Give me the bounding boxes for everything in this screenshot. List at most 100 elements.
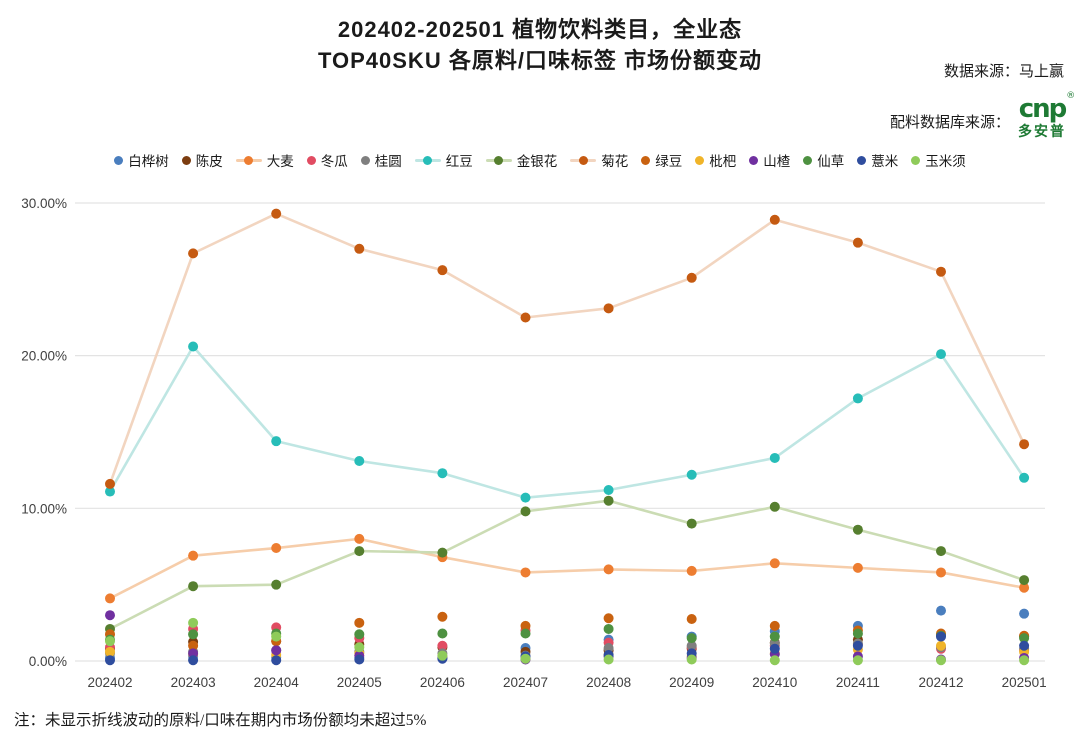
legend-item-玉米须: 玉米须 xyxy=(911,150,966,170)
y-tick-label: 30.00% xyxy=(21,196,67,211)
point-仙草-202408 xyxy=(603,623,614,634)
data-source-text: 数据来源：马上赢 xyxy=(943,64,1064,80)
legend-label: 仙草 xyxy=(817,154,845,169)
point-菊花-202501 xyxy=(1019,439,1030,450)
x-tick-label-202412: 202412 xyxy=(918,675,963,690)
legend-label: 桂圆 xyxy=(374,154,402,169)
point-枇杷-202402 xyxy=(105,646,115,657)
point-仙草-202403 xyxy=(188,629,199,640)
point-红豆-202409 xyxy=(686,469,697,480)
x-tick-label-202408: 202408 xyxy=(586,675,631,690)
point-大麦-202408 xyxy=(603,564,614,575)
point-绿豆-202410 xyxy=(769,620,780,631)
point-大麦-202411 xyxy=(852,562,863,573)
legend-dot-marker xyxy=(857,155,867,165)
point-金银花-202407 xyxy=(520,506,531,517)
point-菊花-202405 xyxy=(354,243,365,254)
series-line-红豆 xyxy=(108,345,1026,499)
legend-dot-marker xyxy=(114,155,124,165)
point-菊花-202403 xyxy=(188,248,199,259)
point-菊花-202406 xyxy=(437,265,448,276)
legend-label: 金银花 xyxy=(516,154,558,169)
legend-item-大麦: 大麦 xyxy=(235,150,294,170)
legend-dot-marker xyxy=(306,155,316,165)
point-仙草-202411 xyxy=(852,628,863,639)
point-大麦-202407 xyxy=(520,567,531,578)
point-红豆-202404 xyxy=(271,436,282,447)
point-大麦-202410 xyxy=(769,558,780,569)
x-tick-label-202410: 202410 xyxy=(752,675,797,690)
point-玉米须-202412 xyxy=(936,655,946,666)
legend-item-陈皮: 陈皮 xyxy=(181,150,223,170)
point-薏米-202411 xyxy=(852,640,863,651)
point-金银花-202406 xyxy=(437,547,448,558)
point-仙草-202405 xyxy=(354,629,365,640)
legend-line-marker xyxy=(485,155,512,165)
point-桂圆-202409 xyxy=(686,640,697,651)
point-绿豆-202406 xyxy=(437,611,448,622)
legend-dot-marker xyxy=(360,155,370,165)
point-金银花-202501 xyxy=(1019,575,1030,586)
point-玉米须-202410 xyxy=(769,655,780,666)
legend-dot-marker xyxy=(695,155,705,165)
point-菊花-202410 xyxy=(769,214,780,225)
x-tick-label-202406: 202406 xyxy=(420,675,465,690)
legend-item-菊花: 菊花 xyxy=(570,150,628,170)
legend-item-桂圆: 桂圆 xyxy=(360,150,402,170)
series-line-金银花 xyxy=(109,499,1025,631)
point-玉米须-202405 xyxy=(354,642,365,653)
x-tick-label-202407: 202407 xyxy=(503,675,548,690)
chart-title-line1: 202402-202501 植物饮料类目，全业态 xyxy=(337,17,743,42)
point-冬瓜-202406 xyxy=(437,640,448,651)
point-枇杷-202412 xyxy=(936,640,946,651)
point-金银花-202409 xyxy=(686,518,697,529)
x-tick-label-202403: 202403 xyxy=(171,675,216,690)
point-玉米须-202407 xyxy=(520,653,531,664)
point-菊花-202408 xyxy=(603,303,614,314)
point-玉米须-202409 xyxy=(686,654,697,665)
point-薏米-202501 xyxy=(1019,640,1030,651)
x-tick-label-202501: 202501 xyxy=(1002,675,1047,690)
point-桂圆-202408 xyxy=(603,643,614,654)
point-绿豆-202408 xyxy=(603,613,614,624)
point-仙草-202406 xyxy=(437,628,448,639)
point-金银花-202404 xyxy=(271,579,282,590)
x-tick-label-202402: 202402 xyxy=(87,675,132,690)
point-金银花-202403 xyxy=(188,581,199,592)
x-tick-label-202409: 202409 xyxy=(669,675,714,690)
point-薏米-202404 xyxy=(271,655,282,666)
point-菊花-202404 xyxy=(271,208,282,219)
point-菊花-202409 xyxy=(686,272,697,283)
point-红豆-202407 xyxy=(520,492,531,503)
point-菊花-202412 xyxy=(936,266,946,277)
legend-dot-marker xyxy=(181,155,191,165)
chart-title: 202402-202501 植物饮料类目，全业态 TOP40SKU 各原料/口味… xyxy=(0,14,1080,76)
point-薏米-202410 xyxy=(769,643,780,654)
point-仙草-202410 xyxy=(769,631,780,642)
legend-item-枇杷: 枇杷 xyxy=(695,150,736,170)
legend-dot-marker xyxy=(749,155,759,165)
danp-logo: cnp ® 多安普 xyxy=(1018,92,1075,139)
legend-label: 绿豆 xyxy=(655,154,683,169)
legend-dot-marker xyxy=(803,155,813,165)
point-山楂-202403 xyxy=(188,648,199,659)
point-仙草-202407 xyxy=(520,628,531,639)
series-line-大麦 xyxy=(109,537,1025,600)
legend-label: 冬瓜 xyxy=(320,154,348,169)
point-玉米须-202403 xyxy=(188,617,199,628)
point-菊花-202407 xyxy=(520,312,531,323)
legend-item-山楂: 山楂 xyxy=(749,150,790,170)
point-大麦-202501 xyxy=(1019,582,1030,593)
point-玉米须-202408 xyxy=(603,654,614,665)
point-绿豆-202403 xyxy=(188,640,199,651)
point-红豆-202412 xyxy=(936,349,946,360)
point-红豆-202403 xyxy=(188,341,199,352)
y-tick-label: 20.00% xyxy=(21,349,67,364)
legend-item-仙草: 仙草 xyxy=(803,150,844,170)
x-tick-label-202405: 202405 xyxy=(337,675,382,690)
legend-item-白桦树: 白桦树 xyxy=(114,150,169,170)
point-金银花-202412 xyxy=(936,546,946,557)
legend-item-红豆: 红豆 xyxy=(414,150,473,170)
legend-item-薏米: 薏米 xyxy=(857,150,898,170)
